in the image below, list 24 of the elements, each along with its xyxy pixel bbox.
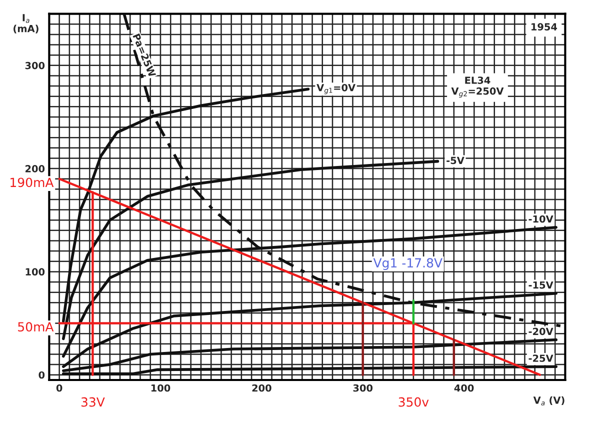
x-tick-label: 100 [151,384,170,392]
y-tick-label: 200 [26,165,45,172]
annotation: 190mA [10,178,54,188]
annotation: 350v [398,397,429,407]
y-tick-label: 100 [26,268,45,276]
annotation: 1954 [532,23,558,31]
series-label: -15V [528,281,554,289]
series-label: -20V [528,328,554,336]
x-tick-label: 200 [252,384,272,392]
y-tick-label: 300 [25,62,45,70]
x-tick-label: 300 [353,384,373,392]
y-tick-label: 0 [38,371,45,379]
annotation: 50mA [18,322,54,332]
annotation: Vg1 -17.8V [373,258,442,270]
x-axis-title: V$_{a}$ (V) [533,396,564,406]
series-label: -25V [528,354,554,362]
x-tick-label: 0 [56,384,62,392]
annotation: EL34 V$_{g2}$=250V [451,76,504,98]
annotation: 33V [81,397,105,407]
series-label: -10V [528,215,554,223]
x-tick-label: 400 [454,384,474,392]
y-axis-title: I$_{a}$ (mA) [14,14,38,34]
series-label: -5V [446,156,464,164]
series-label: V$_{g1}$=0V [316,84,356,94]
